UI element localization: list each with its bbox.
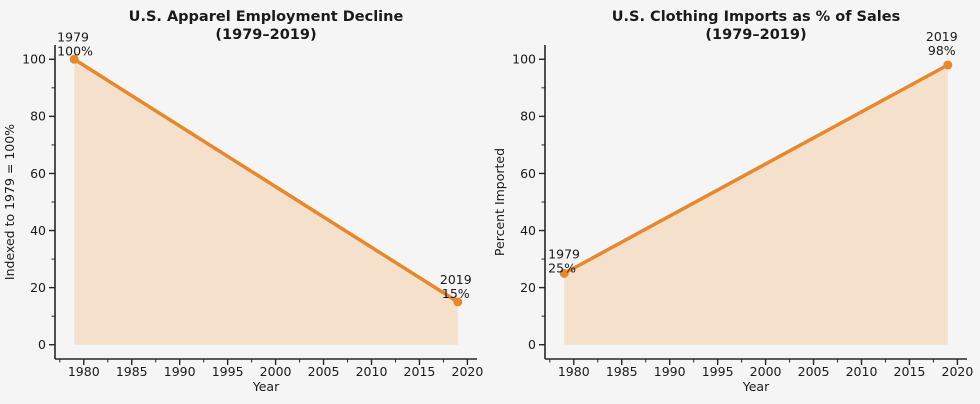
x-tick-label: 2015 [894,364,926,379]
trend-line [72,57,460,304]
data-point-marker [453,297,463,307]
point-annotation: 98% [928,43,956,58]
chart-title-line1: U.S. Clothing Imports as % of Sales [612,9,900,25]
y-tick-label: 0 [528,337,536,352]
x-tick-label: 2000 [260,364,292,379]
x-tick-label: 1985 [116,364,148,379]
point-annotation: 2019 [926,29,958,44]
x-tick-label: 1995 [702,364,734,379]
data-point-marker [943,60,953,70]
x-tick-label: 1980 [558,364,590,379]
area-fill [564,64,948,345]
area-fill [74,59,458,345]
chart-canvas: 1980 1985 1990 1995 2000 2005 2010 2015 2020 0 20 4… [492,9,974,394]
clothing-imports-chart: 1980 1985 1990 1995 2000 2005 2010 2015 2020 0 20 4… [490,0,980,404]
x-tick-label: 1980 [68,364,100,379]
point-annotation: 100% [57,43,93,58]
y-tick-label: 80 [520,109,536,124]
point-annotation: 2019 [440,272,472,287]
y-tick-label: 0 [38,337,46,352]
x-tick-label: 2020 [452,364,484,379]
x-axis-label: Year [742,379,770,394]
x-tick-label: 2005 [798,364,830,379]
x-tick-label: 1995 [212,364,244,379]
x-tick-label: 1985 [606,364,638,379]
point-annotation: 1979 [57,29,89,44]
apparel-employment-chart: 1980 1985 1990 1995 2000 2005 2010 2015 2020 0 20 4… [2,9,484,394]
y-tick-label: 80 [30,109,46,124]
x-tick-label: 1990 [654,364,686,379]
x-tick-label: 2020 [942,364,974,379]
y-tick-label: 100 [22,52,46,67]
y-tick-label: 100 [512,52,536,67]
y-axis-label: Indexed to 1979 = 100% [2,124,17,280]
x-tick-label: 2005 [308,364,340,379]
x-tick-label: 2010 [846,364,878,379]
y-axis-label: Percent Imported [492,148,507,256]
x-tick-label: 2010 [356,364,388,379]
y-tick-label: 60 [30,166,46,181]
chart-title-line2: (1979–2019) [215,27,316,43]
x-tick-label: 2000 [750,364,782,379]
y-tick-label: 40 [520,223,536,238]
chart-title-line2: (1979–2019) [705,27,806,43]
y-tick-label: 20 [520,280,536,295]
point-annotation: 15% [442,286,470,301]
point-annotation: 1979 [548,246,580,261]
data-point-marker [69,54,79,64]
chart-canvas: 1980 1985 1990 1995 2000 2005 2010 2015 2020 0 20 4… [2,9,484,394]
x-tick-label: 2015 [404,364,436,379]
trend-line [562,63,950,276]
y-tick-label: 20 [30,280,46,295]
y-tick-label: 40 [30,223,46,238]
point-annotation: 25% [548,260,576,275]
y-tick-label: 60 [520,166,536,181]
x-tick-label: 1990 [164,364,196,379]
chart-title-line1: U.S. Apparel Employment Decline [129,9,404,25]
x-axis-label: Year [252,379,280,394]
data-point-marker [559,268,569,278]
